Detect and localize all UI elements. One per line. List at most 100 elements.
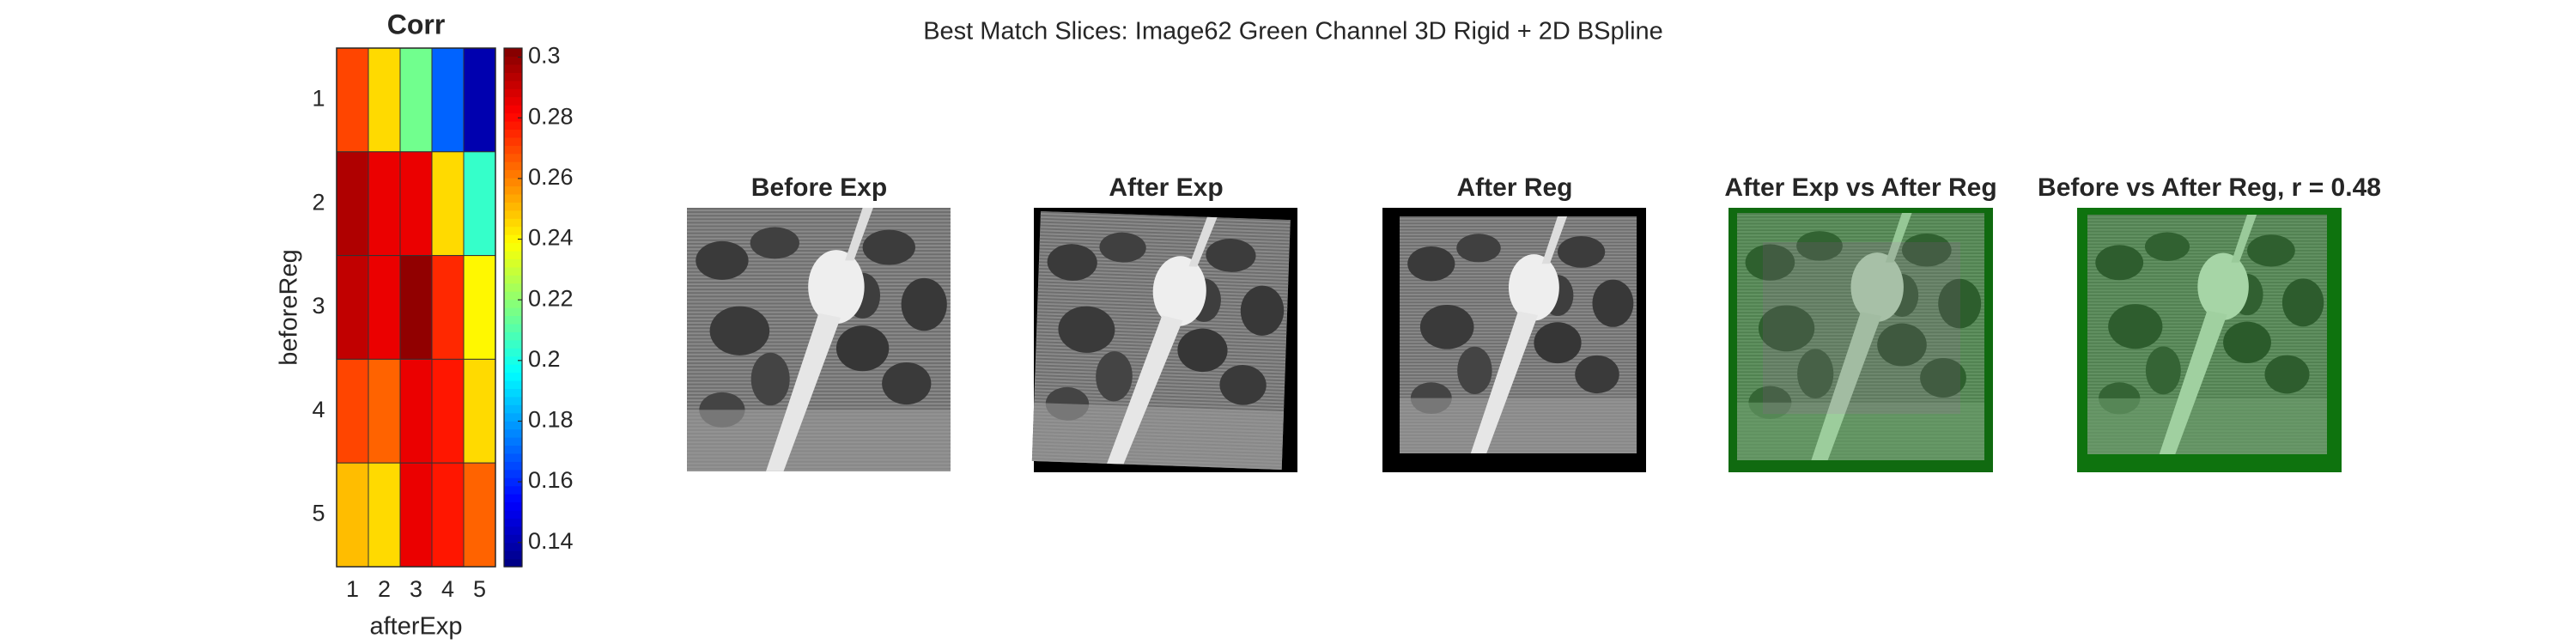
panel-title: After Reg bbox=[1456, 173, 1572, 202]
image bbox=[687, 208, 951, 471]
colorbar-step bbox=[504, 275, 522, 284]
heatmap-cell bbox=[368, 358, 401, 464]
y-tick-label: 2 bbox=[312, 189, 325, 215]
colorbar-step bbox=[504, 291, 522, 301]
colorbar-step bbox=[504, 56, 522, 65]
heatmap-cell bbox=[368, 462, 401, 568]
colorbar-step bbox=[504, 137, 522, 146]
heatmap-title: Corr bbox=[387, 9, 446, 39]
colorbar-step bbox=[504, 526, 522, 535]
colorbar-step bbox=[504, 307, 522, 317]
colorbar-step bbox=[504, 145, 522, 155]
colorbar bbox=[504, 48, 522, 568]
colorbar-tick-label: 0.24 bbox=[528, 225, 574, 251]
colorbar-step bbox=[504, 129, 522, 138]
colorbar-step bbox=[504, 202, 522, 211]
colorbar-step bbox=[504, 445, 522, 454]
colorbar-step bbox=[504, 339, 522, 349]
heatmap-cell bbox=[336, 358, 369, 464]
colorbar-step bbox=[504, 372, 522, 381]
colorbar-tick-label: 0.16 bbox=[528, 467, 574, 493]
colorbar-step bbox=[504, 105, 522, 114]
x-axis-label: afterExp bbox=[370, 613, 463, 641]
y-tick-label: 4 bbox=[312, 397, 325, 422]
figure-title: Best Match Slices: Image62 Green Channel… bbox=[923, 18, 1663, 46]
colorbar-step bbox=[504, 258, 522, 268]
image-after-reg bbox=[1382, 208, 1646, 472]
colorbar-step bbox=[504, 218, 522, 228]
heatmap-cell bbox=[399, 358, 433, 464]
x-tick-label: 4 bbox=[441, 576, 454, 602]
x-tick-label: 3 bbox=[410, 576, 422, 602]
image-before-exp bbox=[687, 208, 951, 471]
image bbox=[1400, 216, 1637, 453]
green-overlay bbox=[2077, 208, 2342, 472]
colorbar-step bbox=[504, 234, 522, 244]
colorbar-step bbox=[504, 64, 522, 73]
colorbar-step bbox=[504, 501, 522, 511]
colorbar-tick-label: 0.26 bbox=[528, 164, 574, 190]
colorbar-step bbox=[504, 226, 522, 235]
colorbar-step bbox=[504, 323, 522, 332]
y-tick-label: 5 bbox=[312, 501, 325, 526]
heatmap-cell bbox=[463, 358, 496, 464]
colorbar-step bbox=[504, 185, 522, 195]
colorbar-step bbox=[504, 178, 522, 187]
colorbar-step bbox=[504, 96, 522, 106]
colorbar-step bbox=[504, 161, 522, 171]
heatmap-cell bbox=[399, 47, 433, 153]
colorbar-step bbox=[504, 388, 522, 398]
colorbar-step bbox=[504, 210, 522, 219]
colorbar-step bbox=[504, 421, 522, 430]
colorbar-step bbox=[504, 348, 522, 357]
colorbar-tick-label: 0.2 bbox=[528, 346, 561, 372]
panel-title: After Exp vs After Reg bbox=[1724, 173, 1996, 202]
colorbar-step bbox=[504, 120, 522, 130]
heatmap-cell bbox=[336, 462, 369, 568]
colorbar-tick-label: 0.28 bbox=[528, 103, 574, 129]
colorbar-frame bbox=[503, 47, 523, 568]
colorbar-step bbox=[504, 469, 522, 478]
y-axis-label: beforeReg bbox=[276, 249, 303, 365]
heatmap-cell bbox=[431, 462, 465, 568]
heatmap-frame bbox=[336, 47, 496, 568]
x-tick-label: 5 bbox=[473, 576, 486, 602]
heatmap-cell bbox=[431, 358, 465, 464]
panel-title: Before vs After Reg, r = 0.48 bbox=[2038, 173, 2381, 202]
y-tick-label: 1 bbox=[312, 86, 325, 112]
colorbar-step bbox=[504, 250, 522, 259]
colorbar-step bbox=[504, 299, 522, 308]
colorbar-step bbox=[504, 437, 522, 447]
image-overlay-exp-reg bbox=[1728, 208, 1993, 472]
colorbar-step bbox=[504, 88, 522, 98]
colorbar-tick-label: 0.18 bbox=[528, 407, 574, 433]
colorbar-tick-label: 0.14 bbox=[528, 528, 574, 554]
heatmap-cell bbox=[463, 255, 496, 360]
heatmap-cell bbox=[431, 255, 465, 360]
colorbar-step bbox=[504, 550, 522, 560]
colorbar-step bbox=[504, 542, 522, 551]
colorbar-step bbox=[504, 477, 522, 487]
heatmap-cell bbox=[336, 47, 369, 153]
colorbar-step bbox=[504, 153, 522, 162]
colorbar-step bbox=[504, 396, 522, 405]
colorbar-step bbox=[504, 461, 522, 471]
heatmap-cell bbox=[463, 151, 496, 257]
colorbar-step bbox=[504, 494, 522, 503]
colorbar-step bbox=[504, 534, 522, 544]
heatmap-cell bbox=[336, 255, 369, 360]
colorbar-step bbox=[504, 380, 522, 389]
colorbar-step bbox=[504, 485, 522, 495]
x-tick-label: 2 bbox=[378, 576, 391, 602]
colorbar-step bbox=[504, 242, 522, 252]
colorbar-step bbox=[504, 169, 522, 179]
heatmap-cell bbox=[399, 151, 433, 257]
colorbar-step bbox=[504, 453, 522, 462]
panel-images bbox=[687, 208, 2342, 472]
colorbar-step bbox=[504, 266, 522, 276]
heatmap-cell bbox=[368, 151, 401, 257]
colorbar-step bbox=[504, 355, 522, 365]
colorbar-step bbox=[504, 412, 522, 422]
magenta-overlay bbox=[1763, 242, 1960, 414]
